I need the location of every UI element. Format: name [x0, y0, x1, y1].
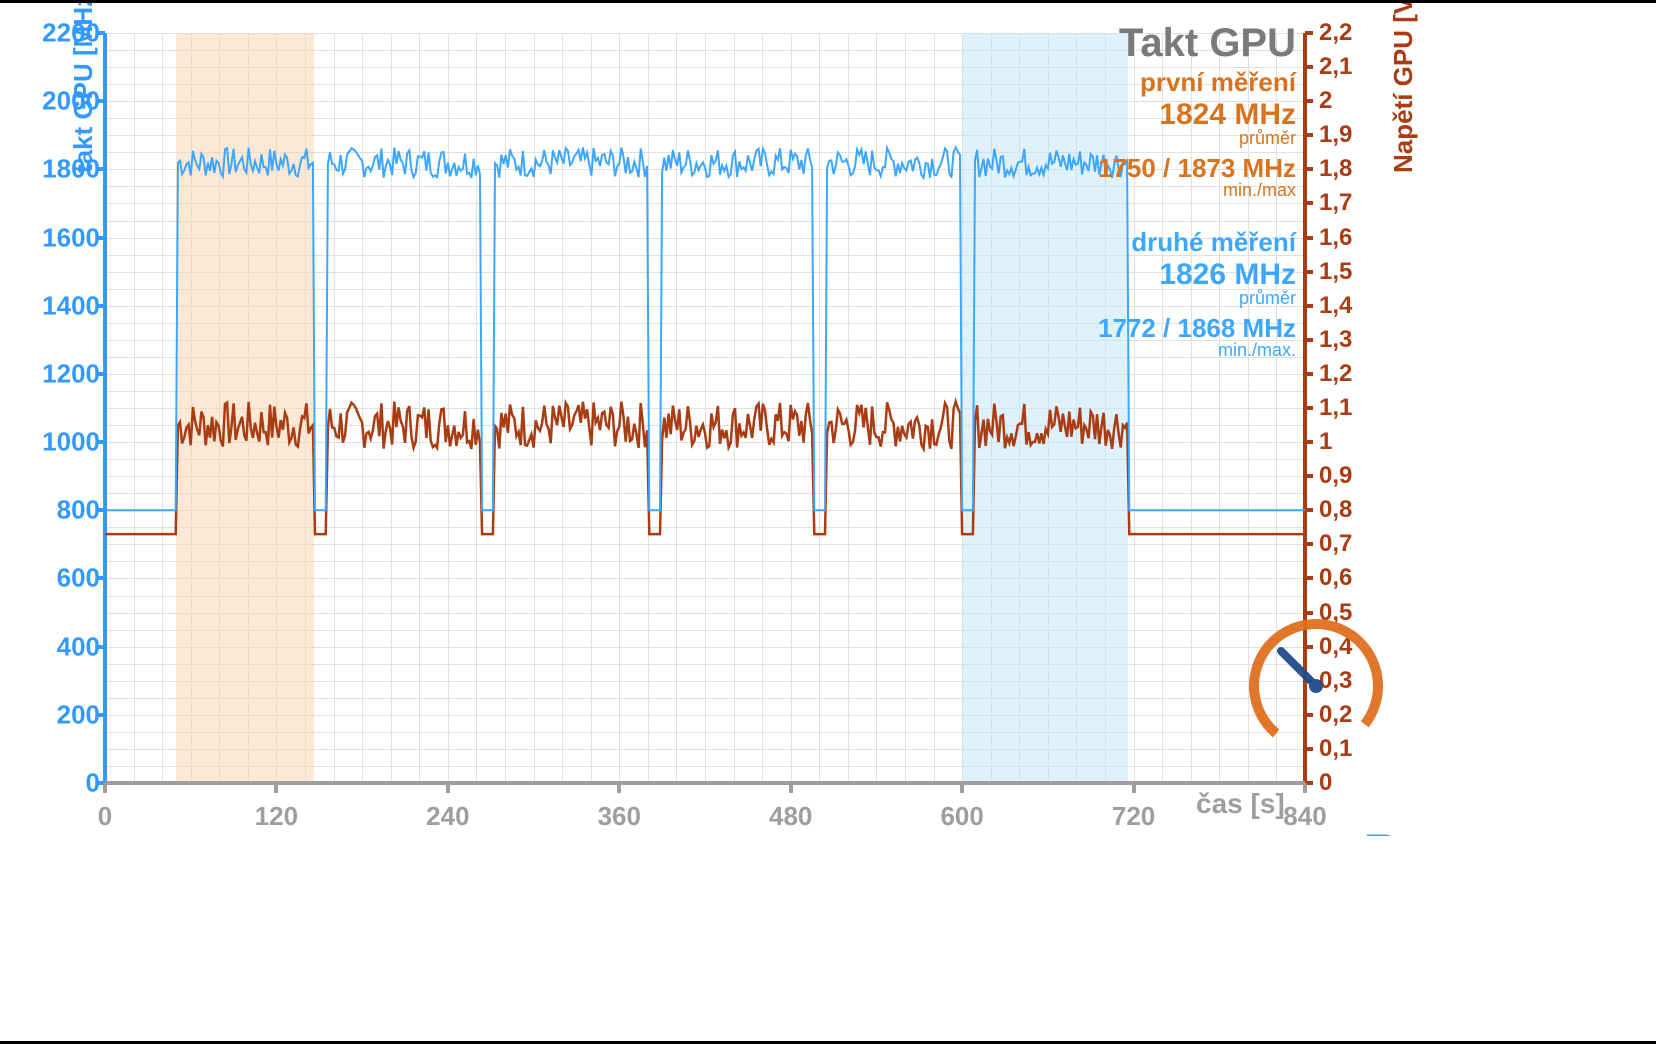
y-right-tick: 1,1: [1319, 394, 1352, 422]
watermark-tuning: tuning: [1353, 831, 1394, 836]
y-left-tickmark: [97, 304, 105, 308]
y-right-label: Napětí GPU [V]: [1388, 0, 1419, 173]
y-right-tick: 1,5: [1319, 258, 1352, 286]
y-left-tickmark: [97, 372, 105, 376]
y-left-tick: 800: [0, 495, 100, 526]
y-right-tickmark: [1305, 372, 1313, 376]
chart-frame: Takt GPU takt GPU [MHz] Napětí GPU [V] č…: [0, 0, 1656, 1044]
annotation-m1: první měření 1824 MHz průměr 1750 / 1873…: [1098, 67, 1296, 201]
chart-title: Takt GPU: [1119, 21, 1296, 66]
y-right-tickmark: [1305, 508, 1313, 512]
x-tick: 720: [1112, 801, 1155, 832]
y-left-tick: 2200: [0, 18, 100, 49]
y-right-tickmark: [1305, 167, 1313, 171]
svg-text:pctuning: pctuning: [1353, 831, 1394, 836]
watermark-logo: pctuning: [1226, 606, 1396, 841]
y-right-tick: 0,7: [1319, 530, 1352, 558]
y-right-tickmark: [1305, 474, 1313, 478]
x-tickmark: [960, 783, 964, 793]
y-right-tickmark: [1305, 270, 1313, 274]
y-right-tickmark: [1305, 338, 1313, 342]
x-tick: 360: [598, 801, 641, 832]
y-left-tick: 1400: [0, 290, 100, 321]
y-left-tick: 400: [0, 631, 100, 662]
y-right-tick: 1,6: [1319, 224, 1352, 252]
y-left-tick: 200: [0, 699, 100, 730]
x-tickmark: [446, 783, 450, 793]
y-right-tickmark: [1305, 65, 1313, 69]
y-right-tick: 2: [1319, 87, 1332, 115]
x-tickmark: [617, 783, 621, 793]
y-right-tickmark: [1305, 201, 1313, 205]
y-left-tick: 1000: [0, 427, 100, 458]
y-left-tick: 2000: [0, 86, 100, 117]
y-right-tick: 0,9: [1319, 462, 1352, 490]
x-tickmark: [1132, 783, 1136, 793]
series-voltage: [105, 401, 1305, 534]
m1-header: první měření: [1098, 67, 1296, 98]
m2-value: 1826 MHz: [1098, 258, 1296, 292]
y-right-tick: 1,3: [1319, 326, 1352, 354]
y-left-tickmark: [97, 440, 105, 444]
y-right-tick: 1,9: [1319, 121, 1352, 149]
y-left-tickmark: [97, 31, 105, 35]
y-right-tick: 1,8: [1319, 155, 1352, 183]
y-right-tick: 1,4: [1319, 292, 1352, 320]
y-right-tickmark: [1305, 576, 1313, 580]
y-right-tickmark: [1305, 406, 1313, 410]
y-right-tick: 2,1: [1319, 53, 1352, 81]
x-tick: 0: [98, 801, 112, 832]
m2-header: druhé měření: [1098, 227, 1296, 258]
y-left-tickmark: [97, 508, 105, 512]
y-right-tickmark: [1305, 236, 1313, 240]
y-left-tickmark: [97, 99, 105, 103]
y-left-tickmark: [97, 236, 105, 240]
y-right-tick: 2,2: [1319, 19, 1352, 47]
y-left-tick: 0: [0, 768, 100, 799]
y-right-tickmark: [1305, 99, 1313, 103]
y-left-tickmark: [97, 167, 105, 171]
y-right-tick: 0,8: [1319, 496, 1352, 524]
y-left-tick: 1600: [0, 222, 100, 253]
y-right-tick: 1: [1319, 428, 1332, 456]
y-left-tick: 1800: [0, 154, 100, 185]
x-tick: 480: [769, 801, 812, 832]
y-left-tick: 1200: [0, 358, 100, 389]
annotation-m2: druhé měření 1826 MHz průměr 1772 / 1868…: [1098, 227, 1296, 361]
x-tick: 120: [255, 801, 298, 832]
x-tickmark: [789, 783, 793, 793]
x-tick: 240: [426, 801, 469, 832]
y-left-tickmark: [97, 576, 105, 580]
y-right-tick: 1,7: [1319, 189, 1352, 217]
x-tickmark: [274, 783, 278, 793]
y-left-tickmark: [97, 713, 105, 717]
y-right-tick: 0,6: [1319, 564, 1352, 592]
y-right-tick: 1,2: [1319, 360, 1352, 388]
y-right-tickmark: [1305, 542, 1313, 546]
m1-value: 1824 MHz: [1098, 98, 1296, 132]
y-right-tickmark: [1305, 440, 1313, 444]
y-right-tickmark: [1305, 133, 1313, 137]
y-right-tickmark: [1305, 304, 1313, 308]
y-left-tickmark: [97, 645, 105, 649]
x-tick: 600: [940, 801, 983, 832]
y-left-tick: 600: [0, 563, 100, 594]
y-right-tickmark: [1305, 31, 1313, 35]
x-tickmark: [103, 783, 107, 793]
